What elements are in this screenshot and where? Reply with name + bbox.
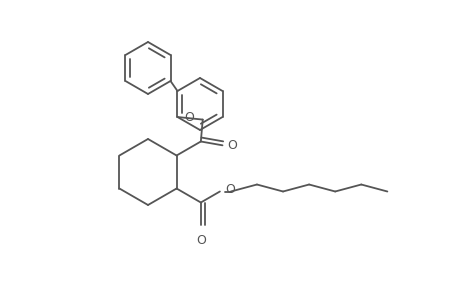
Text: O: O: [196, 233, 205, 247]
Text: O: O: [224, 183, 234, 196]
Text: O: O: [184, 111, 193, 124]
Text: O: O: [227, 139, 237, 152]
